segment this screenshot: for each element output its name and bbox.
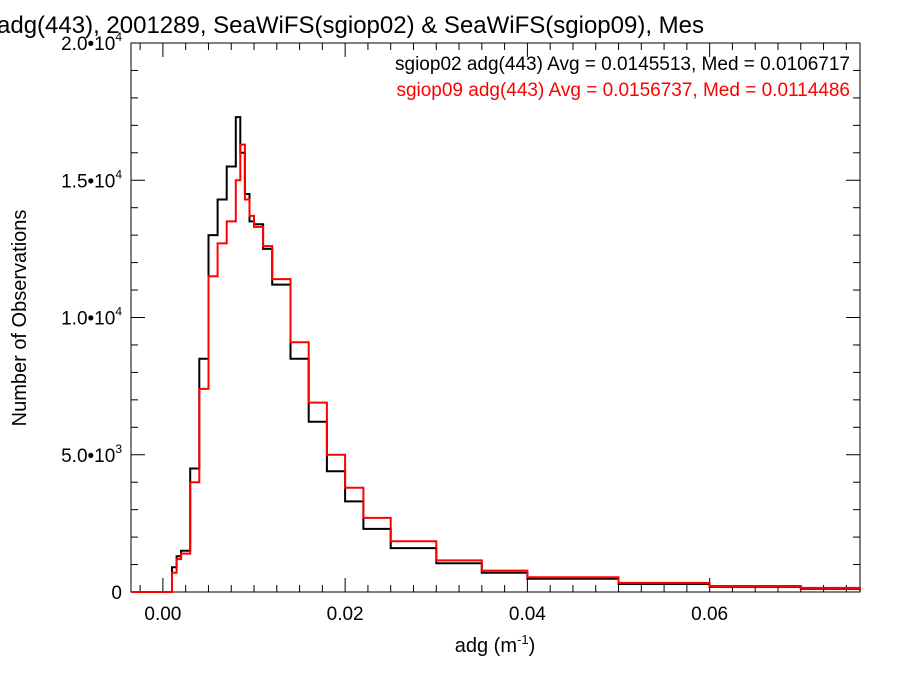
series-sgiop02 bbox=[131, 116, 861, 593]
annotation-sgiop02: sgiop02 adg(443) Avg = 0.0145513, Med = … bbox=[395, 54, 850, 75]
y-tick-label: 5.0•103 bbox=[61, 442, 122, 467]
x-tick-label: 0.04 bbox=[509, 604, 546, 625]
y-tick-label: 2.0•104 bbox=[61, 30, 122, 55]
y-tick-label: 0 bbox=[111, 583, 122, 604]
x-axis-label: adg (m-1) bbox=[455, 632, 535, 657]
y-tick-labels: 0 5.0•103 1.0•104 1.5•104 2.0•104 bbox=[61, 30, 122, 604]
annotation-sgiop09: sgiop09 adg(443) Avg = 0.0156737, Med = … bbox=[396, 80, 850, 101]
x-tick-label: 0.02 bbox=[327, 604, 364, 625]
series-sgiop09 bbox=[131, 143, 861, 593]
series-layer bbox=[131, 116, 861, 593]
x-tick-labels: 0.00 0.02 0.04 0.06 bbox=[144, 604, 728, 625]
y-tick-label: 1.5•104 bbox=[61, 167, 122, 192]
chart-title: adg(443), 2001289, SeaWiFS(sgiop02) & Se… bbox=[0, 12, 704, 39]
x-tick-label: 0.06 bbox=[691, 604, 728, 625]
y-tick-label: 1.0•104 bbox=[61, 305, 122, 330]
y-axis-label: Number of Observations bbox=[9, 210, 31, 427]
x-tick-label: 0.00 bbox=[144, 604, 181, 625]
